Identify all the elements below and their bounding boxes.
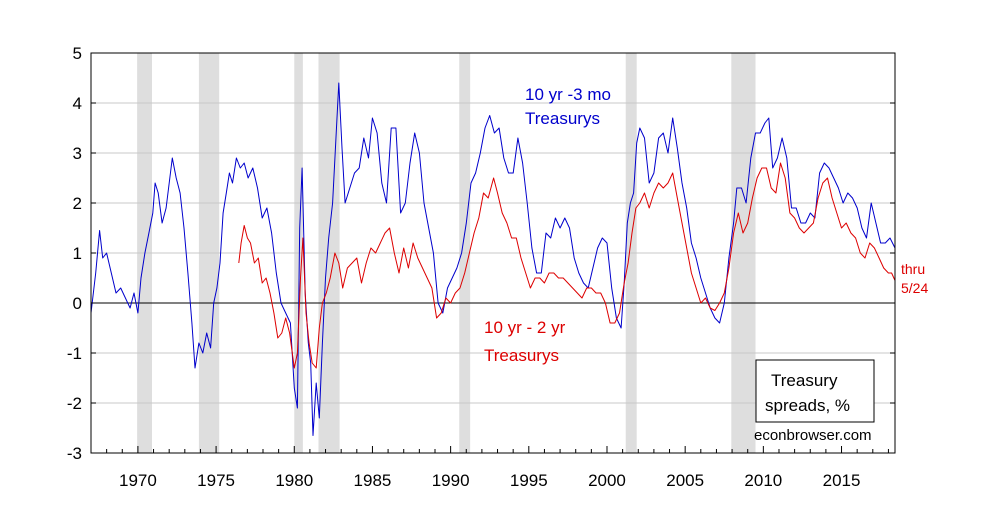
y-tick-label: 2: [73, 194, 82, 213]
source-note: econbrowser.com: [754, 427, 872, 444]
end-label-line2: 5/24: [901, 280, 928, 296]
y-tick-label: -3: [67, 444, 82, 463]
series-line-10yr-2yr: [238, 162, 896, 369]
y-tick-label: 3: [73, 144, 82, 163]
x-tick-label: 2005: [666, 471, 704, 490]
x-tick-label: 1980: [275, 471, 313, 490]
series-label-10yr-2yr-line2: Treasurys: [484, 346, 559, 365]
legend-box-line1: Treasury: [771, 371, 838, 390]
x-tick-label: 1995: [510, 471, 548, 490]
legend-box-line2: spreads, %: [765, 396, 850, 415]
end-label-line1: thru: [901, 261, 925, 277]
x-tick-label: 1990: [432, 471, 470, 490]
series-line-10yr-3mo: [90, 82, 896, 436]
series-lines-group: [90, 82, 896, 436]
y-tick-label: 4: [73, 94, 82, 113]
x-tick-label: 1975: [197, 471, 235, 490]
y-axis-tick-labels: 5 4 3 2 1 0 -1 -2 -3: [67, 44, 895, 463]
x-tick-label: 1970: [119, 471, 157, 490]
x-axis-tick-labels: 1970 1975 1980 1985 1990 1995 2000 2005 2010 2015: [90, 446, 889, 490]
x-tick-label: 2015: [823, 471, 861, 490]
y-tick-label: 5: [73, 44, 82, 63]
series-label-10yr-3mo-line2: Treasurys: [525, 109, 600, 128]
series-label-10yr-2yr-line1: 10 yr - 2 yr: [484, 318, 566, 337]
y-tick-label: -2: [67, 394, 82, 413]
x-tick-label: 2000: [588, 471, 626, 490]
y-tick-label: 0: [73, 294, 82, 313]
series-label-10yr-3mo-line1: 10 yr -3 mo: [525, 85, 611, 104]
x-tick-label: 2010: [744, 471, 782, 490]
y-tick-label: -1: [67, 344, 82, 363]
x-tick-label: 1985: [354, 471, 392, 490]
y-tick-label: 1: [73, 244, 82, 263]
legend-box: [755, 359, 875, 423]
